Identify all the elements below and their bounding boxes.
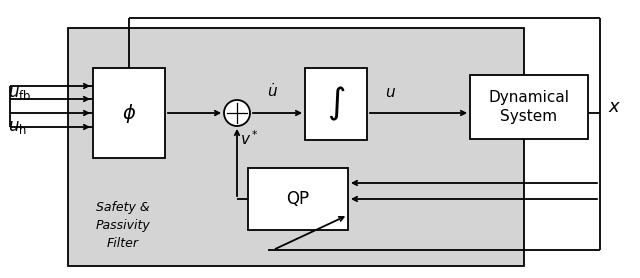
Bar xyxy=(93,68,165,158)
Bar xyxy=(248,168,348,230)
Bar xyxy=(305,68,367,140)
Text: $u_{\mathrm{fb}}$: $u_{\mathrm{fb}}$ xyxy=(8,85,31,101)
Bar xyxy=(68,28,524,266)
Circle shape xyxy=(224,100,250,126)
Text: $x$: $x$ xyxy=(608,98,621,116)
Text: QP: QP xyxy=(287,190,310,208)
Text: $\phi$: $\phi$ xyxy=(122,101,136,125)
Text: Safety &
Passivity
Filter: Safety & Passivity Filter xyxy=(95,201,150,250)
Text: $u$: $u$ xyxy=(385,86,396,100)
Text: $\dot{u}$: $\dot{u}$ xyxy=(266,82,278,100)
Text: Dynamical
System: Dynamical System xyxy=(488,90,570,124)
Text: $u_{\mathrm{h}}$: $u_{\mathrm{h}}$ xyxy=(8,118,27,135)
Bar xyxy=(470,75,588,139)
Text: $v^*$: $v^*$ xyxy=(240,129,259,148)
Text: $\int$: $\int$ xyxy=(327,85,345,123)
